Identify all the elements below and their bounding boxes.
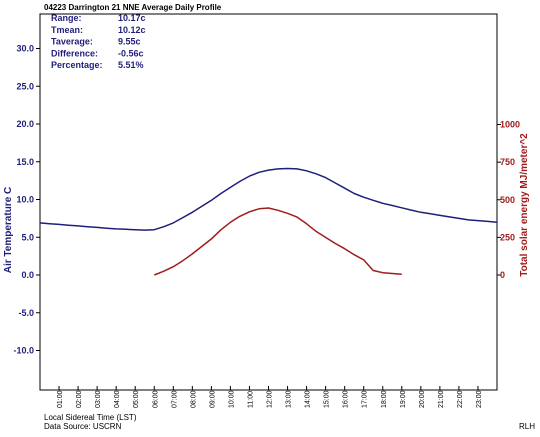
right-axis-label: Total solar energy MJ/meter^2 <box>519 133 530 277</box>
data-source: Data Source: USCRN <box>44 422 122 431</box>
left-tick-label: 5.0 <box>21 232 34 242</box>
left-tick-label: 20.0 <box>16 119 34 129</box>
x-tick-label: 06:00 <box>152 390 159 408</box>
x-tick-label: 17:00 <box>362 390 369 408</box>
solar-energy-line <box>154 207 402 276</box>
x-tick-label: 21:00 <box>438 390 445 408</box>
stat-value: 5.51% <box>118 60 144 70</box>
left-axis-label: Air Temperature C <box>3 187 14 274</box>
x-tick-label: 05:00 <box>133 390 140 408</box>
x-tick-label: 23:00 <box>476 390 483 408</box>
stat-value: 10.12c <box>118 25 146 35</box>
right-tick-label: 250 <box>500 232 515 242</box>
x-tick-label: 11:00 <box>247 391 254 408</box>
left-tick-label: 25.0 <box>16 81 34 91</box>
series-layer <box>39 167 498 276</box>
x-tick-label: 07:00 <box>171 390 178 408</box>
stat-value: 10.17c <box>118 13 146 23</box>
right-tick-label: 0 <box>500 270 505 280</box>
right-tick-label: 750 <box>500 157 515 167</box>
stats-box: Range: 10.17c Tmean: 10.12c Taverage: 9.55c Di… <box>51 13 146 70</box>
x-tick-label: 22:00 <box>457 390 464 408</box>
chart-title: 04223 Darrington 21 NNE Average Daily Pr… <box>44 3 222 12</box>
x-tick-label: 12:00 <box>267 390 274 408</box>
author-initials: RLH <box>519 422 536 431</box>
x-tick-label: 16:00 <box>343 390 350 408</box>
x-tick-label: 01:00 <box>57 390 64 408</box>
left-tick-label: -5.0 <box>18 308 34 318</box>
x-tick-label: 08:00 <box>190 390 197 408</box>
right-tick-label: 1000 <box>500 120 520 130</box>
stat-label: Taverage: <box>51 37 93 47</box>
right-tick-label: 500 <box>500 195 515 205</box>
stat-label: Percentage: <box>51 60 103 70</box>
stat-label: Difference: <box>51 48 98 58</box>
x-tick-label: 19:00 <box>400 390 407 408</box>
left-axis: 30.0 25.0 20.0 15.0 10.0 5.0 0.0 -5.0 -10.0 <box>13 44 40 356</box>
left-tick-label: 0.0 <box>21 270 34 280</box>
x-tick-label: 18:00 <box>381 390 388 408</box>
stat-label: Range: <box>51 13 82 23</box>
x-tick-label: 14:00 <box>305 390 312 408</box>
plot-area <box>39 13 498 391</box>
right-axis: 1000 750 500 250 0 <box>497 120 520 280</box>
left-tick-label: 30.0 <box>16 44 34 54</box>
x-tick-label: 20:00 <box>419 390 426 408</box>
left-tick-label: 10.0 <box>16 195 34 205</box>
x-tick-label: 15:00 <box>324 390 331 408</box>
left-tick-label: -10.0 <box>13 346 34 356</box>
stat-value: -0.56c <box>118 48 144 58</box>
x-tick-label: 03:00 <box>95 390 102 408</box>
stat-value: 9.55c <box>118 37 141 47</box>
left-tick-label: 15.0 <box>16 157 34 167</box>
stat-label: Tmean: <box>51 25 83 35</box>
x-tick-label: 10:00 <box>228 390 235 408</box>
air-temperature-line <box>39 167 498 231</box>
x-tick-label: 13:00 <box>286 390 293 408</box>
x-tick-label: 04:00 <box>114 390 121 408</box>
x-tick-label: 09:00 <box>209 390 216 408</box>
x-axis: 01:00 02:00 03:00 04:00 05:00 06:00 07:00 08:00… <box>57 386 483 408</box>
x-tick-label: 02:00 <box>76 390 83 408</box>
x-axis-label: Local Sidereal Time (LST) <box>44 413 137 422</box>
